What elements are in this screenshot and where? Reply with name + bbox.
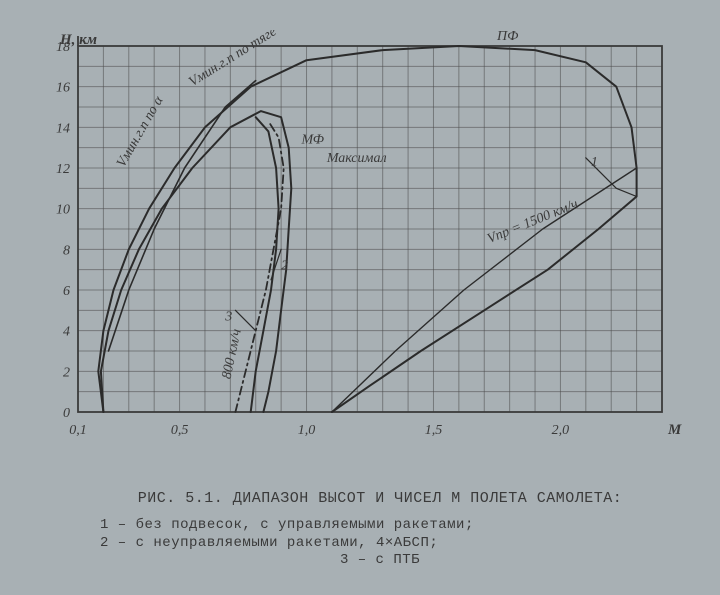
annot-mf: МФ	[300, 133, 324, 148]
svg-text:16: 16	[56, 81, 70, 96]
page: 0246810121416180,10,51,01,52,0H, кмMПФМФ…	[0, 0, 720, 595]
annot-vpr1500: Vпр = 1500 км/ч	[485, 197, 580, 247]
curve-curve_3	[235, 121, 283, 412]
svg-text:10: 10	[56, 203, 70, 218]
legend-line-3: 3 – с ПТБ	[100, 552, 660, 570]
svg-text:14: 14	[56, 121, 70, 136]
chart-svg: 0246810121416180,10,51,01,52,0H, кмMПФМФ…	[30, 30, 690, 450]
svg-text:1,0: 1,0	[298, 423, 316, 438]
annot-n3: 3	[224, 310, 232, 325]
caption-legend: 1 – без подвесок, с управляемыми ракетам…	[100, 517, 660, 570]
legend-line-2: 2 – с неуправляемыми ракетами, 4×АБСП;	[100, 535, 660, 553]
svg-text:12: 12	[56, 162, 70, 177]
svg-text:0,5: 0,5	[171, 423, 189, 438]
svg-text:2: 2	[63, 365, 70, 380]
annot-pf: ПФ	[496, 30, 518, 44]
curve-curve_2	[251, 117, 279, 412]
curve-callout_3	[235, 310, 255, 330]
svg-text:8: 8	[63, 243, 70, 258]
annot-v800: 800 км/ч	[220, 327, 245, 380]
annot-n1: 1	[591, 155, 598, 170]
svg-text:2,0: 2,0	[552, 423, 570, 438]
svg-text:0,1: 0,1	[69, 423, 87, 438]
annot-n2: 2	[281, 259, 288, 274]
annot-maximal: Максимал	[326, 151, 387, 166]
svg-text:6: 6	[63, 284, 70, 299]
svg-text:0: 0	[63, 406, 70, 421]
annot-vmin_tyage: Vмин.г.п по тяге	[186, 30, 279, 90]
svg-text:M: M	[667, 422, 682, 438]
figure-caption: РИС. 5.1. ДИАПАЗОН ВЫСОТ И ЧИСЕЛ М ПОЛЕТ…	[100, 490, 660, 570]
svg-text:4: 4	[63, 325, 70, 340]
flight-envelope-chart: 0246810121416180,10,51,01,52,0H, кмMПФМФ…	[30, 30, 690, 450]
annot-vmin_alpha: Vмин.г.п по α	[114, 93, 167, 170]
legend-line-1: 1 – без подвесок, с управляемыми ракетам…	[100, 517, 660, 535]
caption-title: РИС. 5.1. ДИАПАЗОН ВЫСОТ И ЧИСЕЛ М ПОЛЕТ…	[100, 490, 660, 507]
svg-text:H, км: H, км	[59, 32, 97, 48]
svg-text:1,5: 1,5	[425, 423, 443, 438]
